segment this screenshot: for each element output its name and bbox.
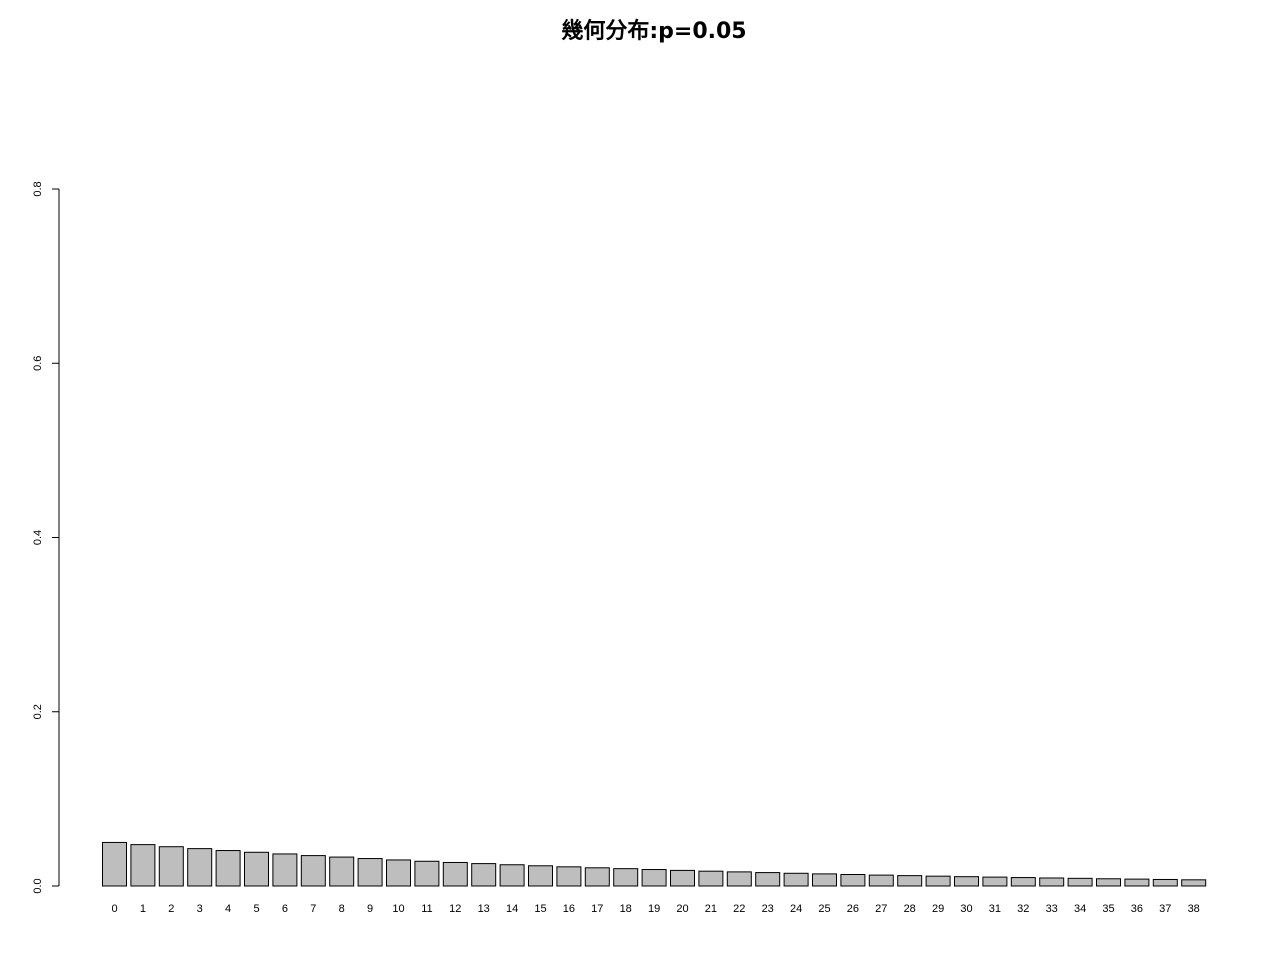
x-tick-label: 1: [140, 903, 146, 915]
x-tick-label: 9: [367, 903, 373, 915]
bar: [1039, 877, 1065, 887]
x-tick-label: 33: [1046, 903, 1058, 915]
bar: [812, 873, 837, 887]
x-tick-label: 37: [1159, 903, 1171, 915]
y-tick-label: 0.8: [32, 181, 44, 196]
bar: [1152, 878, 1178, 887]
x-axis-labels: 0 1 2 3 4 5 6 7 8 9 10 11 12 13 14 15 16 17 18 19 20 21 22 23 24…: [111, 903, 1199, 915]
x-tick-label: 11: [421, 903, 432, 915]
x-tick-label: 6: [282, 903, 288, 915]
x-tick-label: 3: [197, 903, 203, 915]
x-tick-label: 12: [449, 903, 461, 915]
x-tick-label: 20: [676, 903, 688, 915]
bar: [499, 864, 525, 887]
x-tick-label: 28: [904, 903, 916, 915]
bar: [329, 856, 355, 887]
x-tick-label: 23: [762, 903, 774, 915]
x-tick-label: 22: [733, 903, 745, 915]
x-tick-label: 29: [932, 903, 944, 915]
bar: [1124, 878, 1150, 887]
bar: [102, 841, 127, 887]
bar: [130, 844, 156, 887]
x-tick-label: 17: [591, 903, 603, 915]
bar: [925, 875, 951, 887]
bars: [102, 841, 1207, 887]
bar: [300, 855, 326, 887]
bar: [982, 876, 1008, 887]
y-axis: 0.0 0.2 0.4 0.6 0.8: [32, 181, 60, 894]
bar: [698, 870, 724, 887]
bar: [868, 874, 894, 887]
bar: [755, 872, 781, 887]
x-tick-label: 35: [1102, 903, 1114, 915]
bar: [215, 850, 241, 887]
bar: [783, 872, 809, 887]
bar: [1067, 877, 1093, 887]
bar: [471, 863, 497, 887]
bar: [1010, 877, 1036, 887]
x-tick-label: 16: [563, 903, 575, 915]
chart-title: 幾何分布:p=0.05: [561, 18, 746, 44]
x-tick-label: 21: [705, 903, 717, 915]
x-tick-label: 34: [1074, 903, 1086, 915]
x-tick-label: 5: [253, 903, 259, 915]
x-tick-label: 10: [392, 903, 404, 915]
y-tick-label: 0.0: [32, 878, 44, 893]
bar: [528, 865, 553, 887]
y-tick-label: 0.4: [32, 530, 44, 545]
bar: [357, 858, 383, 887]
x-tick-label: 8: [339, 903, 345, 915]
x-tick-label: 15: [534, 903, 546, 915]
bar: [272, 853, 298, 887]
bar: [584, 867, 610, 887]
x-tick-label: 24: [790, 903, 802, 915]
bar: [613, 868, 639, 887]
x-tick-label: 18: [620, 903, 632, 915]
bar: [897, 875, 923, 887]
x-tick-label: 27: [875, 903, 887, 915]
x-tick-label: 14: [506, 903, 518, 915]
bar: [1181, 879, 1207, 887]
x-tick-label: 31: [989, 903, 1001, 915]
x-tick-label: 0: [111, 903, 117, 915]
bar: [158, 846, 184, 887]
x-tick-label: 13: [478, 903, 490, 915]
x-tick-label: 4: [225, 903, 231, 915]
bar: [1096, 878, 1121, 887]
bar: [442, 861, 468, 887]
y-tick-label: 0.2: [32, 704, 44, 719]
bar: [244, 851, 269, 887]
x-tick-label: 19: [648, 903, 660, 915]
y-tick-label: 0.6: [32, 356, 44, 371]
x-tick-label: 26: [847, 903, 859, 915]
bar: [954, 876, 979, 887]
bar: [386, 859, 411, 887]
x-tick-label: 32: [1017, 903, 1029, 915]
x-tick-label: 2: [168, 903, 174, 915]
bar: [641, 869, 667, 887]
x-tick-label: 36: [1131, 903, 1143, 915]
bar: [187, 848, 213, 887]
bar: [556, 866, 582, 887]
x-tick-label: 30: [960, 903, 972, 915]
x-tick-label: 7: [310, 903, 316, 915]
bar: [840, 873, 866, 887]
bar: [414, 860, 440, 887]
bar: [670, 869, 695, 887]
x-tick-label: 38: [1188, 903, 1200, 915]
x-tick-label: 25: [818, 903, 830, 915]
bar: [726, 871, 752, 887]
